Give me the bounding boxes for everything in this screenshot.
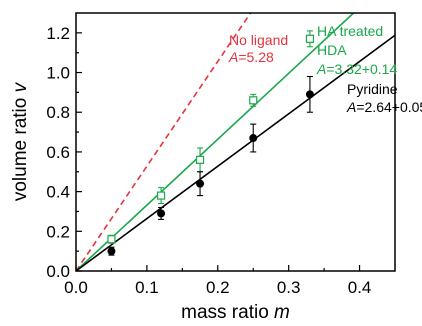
- data-point-pyridine: [157, 209, 166, 218]
- fit-line-no_ligand: [75, 12, 252, 272]
- x-tick-label: 0.0: [64, 278, 88, 297]
- annotation-label-pyridine: Pyridine: [347, 81, 398, 97]
- x-tick-label: 0.4: [348, 278, 372, 297]
- y-axis-title-text: volume ratio: [10, 92, 31, 201]
- plot-frame: [75, 12, 396, 272]
- y-tick-label: 0.4: [46, 183, 70, 202]
- annotation-a-symbol: A: [346, 99, 356, 115]
- y-tick-label: 1.0: [46, 64, 70, 83]
- x-tick-label: 0.3: [277, 278, 301, 297]
- data-points: [107, 30, 315, 256]
- data-point-ha_treated: [305, 34, 315, 43]
- y-tick-label: 1.2: [46, 24, 70, 43]
- y-tick-label: 0.6: [46, 143, 70, 162]
- annotation-a-symbol: A: [316, 61, 326, 77]
- x-tick-label: 0.2: [206, 278, 230, 297]
- data-point-ha_treated: [195, 155, 205, 164]
- x-axis-title: mass ratio m: [181, 302, 290, 323]
- x-axis-title-text: mass ratio: [181, 302, 274, 323]
- data-point-ha_treated: [156, 191, 166, 200]
- annotation-a-ha_treated: A=3.32+0.14: [316, 61, 397, 77]
- annotation-a-symbol: A: [228, 49, 238, 65]
- axes: 0.0 0.1 0.2 0.3 0.4 0.0 0.2 0.4 0.6 0.8 1.0 1.2: [46, 12, 396, 297]
- annotation-a-value: =3.32+0.14: [326, 61, 397, 77]
- data-point-pyridine: [107, 247, 116, 256]
- y-axis-title-variable: v: [10, 81, 31, 92]
- fit-lines: [75, 12, 396, 272]
- fit-line-pyridine: [75, 34, 396, 272]
- y-tick-label: 0.0: [46, 262, 70, 281]
- x-tick-label: 0.1: [135, 278, 159, 297]
- annotation-label-no_ligand: No ligand: [229, 32, 288, 48]
- annotation-label-ha_treated: HDA: [317, 42, 347, 58]
- data-point-ha_treated: [249, 96, 258, 105]
- annotation-label-ha_treated: HA treated: [317, 23, 383, 39]
- y-axis-title: volume ratio v: [10, 81, 31, 201]
- y-tick-label: 0.8: [46, 103, 70, 122]
- annotation-a-value: =2.64+0.05: [356, 99, 422, 115]
- data-point-ha_treated: [107, 235, 116, 244]
- annotation-a-no_ligand: A=5.28: [228, 49, 274, 65]
- y-tick-label: 0.2: [46, 222, 70, 241]
- x-axis-title-variable: m: [274, 302, 290, 323]
- data-point-pyridine: [196, 179, 205, 188]
- annotation-a-value: =5.28: [238, 49, 274, 65]
- data-point-pyridine: [249, 134, 258, 143]
- annotation-a-pyridine: A=2.64+0.05: [346, 99, 422, 115]
- fit-line-ha_treated: [75, 12, 355, 272]
- data-point-pyridine: [305, 90, 314, 99]
